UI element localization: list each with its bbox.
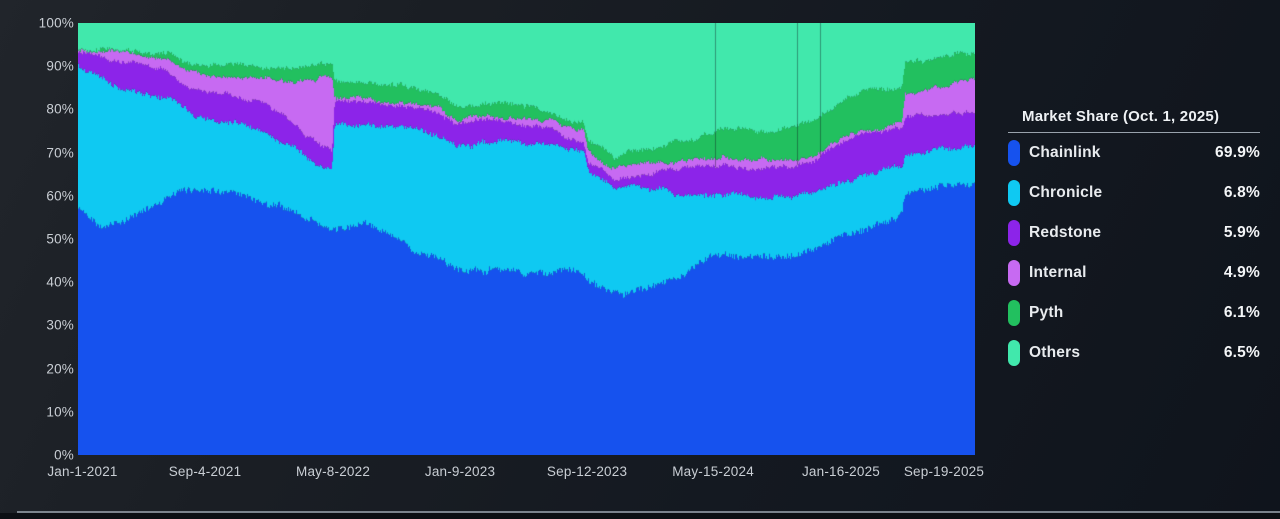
y-tick-label: 0%	[54, 447, 74, 463]
legend-title: Market Share (Oct. 1, 2025)	[1008, 108, 1260, 133]
y-tick-label: 90%	[46, 58, 74, 74]
legend-series-value: 4.9%	[1223, 264, 1260, 281]
legend-series-value: 6.5%	[1223, 344, 1260, 361]
legend-row: Redstone 5.9%	[1008, 213, 1260, 253]
y-tick-label: 50%	[46, 231, 74, 247]
legend-series-label: Pyth	[1029, 304, 1064, 321]
x-tick-label: Jan-9-2023	[424, 464, 496, 479]
x-tick-label: Sep-12-2023	[546, 464, 628, 479]
legend-panel: Market Share (Oct. 1, 2025) Chainlink 69.…	[1008, 108, 1260, 373]
legend-series-value: 5.9%	[1223, 224, 1260, 241]
bottom-divider	[17, 511, 1280, 513]
x-tick-label: Sep-19-2025	[903, 464, 985, 479]
x-tick-label: Jan-16-2025	[801, 464, 880, 479]
legend-row: Chronicle 6.8%	[1008, 173, 1260, 213]
stacked-area-chart	[78, 23, 975, 455]
legend-row: Pyth 6.1%	[1008, 293, 1260, 333]
legend-series-value: 6.8%	[1223, 184, 1260, 201]
y-tick-label: 100%	[38, 15, 74, 31]
x-tick-label: Sep-4-2021	[168, 464, 242, 479]
legend-row: Others 6.5%	[1008, 333, 1260, 373]
legend-row: Internal 4.9%	[1008, 253, 1260, 293]
bottom-strip	[0, 513, 1280, 519]
legend-swatch	[1008, 180, 1020, 206]
y-tick-label: 20%	[46, 361, 74, 377]
legend-row: Chainlink 69.9%	[1008, 133, 1260, 173]
legend-series-label: Internal	[1029, 264, 1087, 281]
y-tick-label: 70%	[46, 145, 74, 161]
legend-rows: Chainlink 69.9% Chronicle 6.8% Redstone 5.9% I…	[1008, 133, 1260, 373]
legend-swatch	[1008, 140, 1020, 166]
legend-swatch	[1008, 300, 1020, 326]
x-tick-label: May-8-2022	[295, 464, 371, 479]
x-tick-label: May-15-2024	[672, 464, 754, 479]
y-tick-label: 30%	[46, 317, 74, 333]
legend-series-value: 69.9%	[1215, 144, 1260, 161]
legend-swatch	[1008, 340, 1020, 366]
legend-series-label: Chainlink	[1029, 144, 1101, 161]
x-tick-label: Jan-1-2021	[47, 464, 118, 479]
y-tick-label: 80%	[46, 101, 74, 117]
legend-series-value: 6.1%	[1223, 304, 1260, 321]
y-tick-label: 40%	[46, 274, 74, 290]
legend-series-label: Redstone	[1029, 224, 1102, 241]
y-tick-label: 10%	[46, 404, 74, 420]
y-tick-label: 60%	[46, 188, 74, 204]
legend-series-label: Others	[1029, 344, 1081, 361]
legend-swatch	[1008, 220, 1020, 246]
legend-series-label: Chronicle	[1029, 184, 1103, 201]
legend-swatch	[1008, 260, 1020, 286]
